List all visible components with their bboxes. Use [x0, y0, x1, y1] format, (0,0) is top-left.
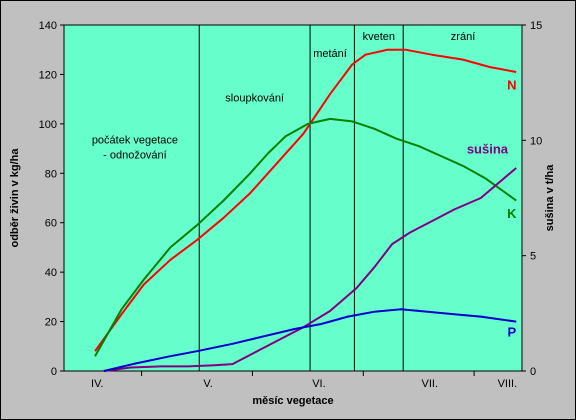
series-label: P — [507, 324, 516, 339]
phase-label: sloupkování — [225, 93, 284, 105]
y2-tick-label: 15 — [530, 20, 542, 32]
y-tick-label: 60 — [45, 218, 57, 230]
y2-tick-label: 5 — [530, 251, 536, 263]
phase-label: metání — [313, 48, 347, 60]
y-tick-label: 20 — [45, 317, 57, 329]
series-label: N — [507, 77, 516, 92]
x-axis-title: měsíc vegetace — [252, 395, 333, 407]
series-label: K — [507, 206, 517, 221]
y-axis-title: odběr živin v kg/ha — [9, 148, 21, 248]
phase-label: počátek vegetace — [92, 135, 178, 147]
x-tick-label: VIII. — [498, 378, 518, 390]
plot-area — [63, 24, 523, 372]
series-line — [94, 48, 517, 352]
axes-group: 0 20 40 60 80 100 120 140 0 5 10 15 IV. V. VI. VII. VIII… — [39, 20, 543, 390]
labels-group: počátek vegetace - odnožování sloupkování m… — [92, 31, 517, 340]
phase-lines — [198, 25, 404, 371]
x-tick-label: VII. — [422, 378, 439, 390]
series-line — [103, 308, 517, 372]
y2-axis-title: sušina v t/ha — [544, 164, 556, 232]
y2-tick-label: 10 — [530, 135, 542, 147]
series-line — [103, 167, 517, 372]
series-group — [94, 48, 517, 372]
x-tick-label: VI. — [312, 378, 325, 390]
y-tick-label: 120 — [39, 69, 57, 81]
series-line — [94, 117, 517, 357]
phase-label: kveten — [363, 31, 395, 43]
y-tick-label: 40 — [45, 267, 57, 279]
y2-tick-label: 0 — [530, 366, 536, 378]
phase-label: zrání — [451, 31, 475, 43]
series-label: sušina — [467, 142, 509, 157]
y-tick-label: 0 — [51, 366, 57, 378]
y-tick-label: 140 — [39, 20, 57, 32]
x-tick-label: V. — [203, 378, 212, 390]
phase-label: - odnožování — [103, 149, 167, 161]
x-tick-label: IV. — [91, 378, 103, 390]
y-tick-label: 100 — [39, 119, 57, 131]
y-tick-label: 80 — [45, 168, 57, 180]
